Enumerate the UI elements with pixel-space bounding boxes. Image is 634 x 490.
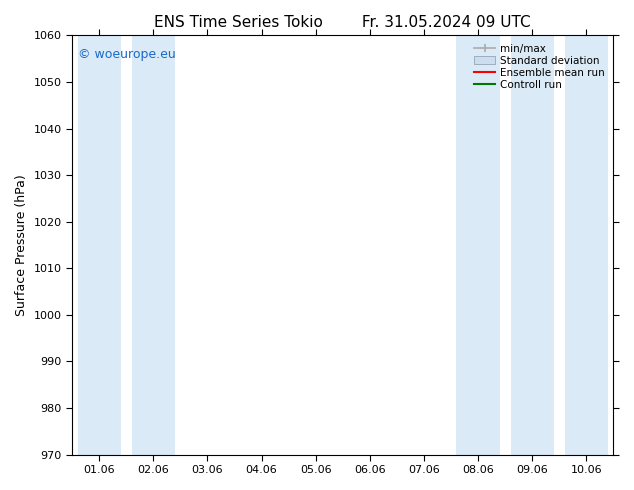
- Bar: [565, 35, 608, 455]
- Bar: [510, 35, 554, 455]
- Bar: [456, 35, 500, 455]
- Bar: [132, 35, 175, 455]
- Y-axis label: Surface Pressure (hPa): Surface Pressure (hPa): [15, 174, 28, 316]
- Bar: [77, 35, 121, 455]
- Legend: min/max, Standard deviation, Ensemble mean run, Controll run: min/max, Standard deviation, Ensemble me…: [471, 41, 608, 93]
- Title: ENS Time Series Tokio        Fr. 31.05.2024 09 UTC: ENS Time Series Tokio Fr. 31.05.2024 09 …: [155, 15, 531, 30]
- Text: © woeurope.eu: © woeurope.eu: [77, 48, 175, 61]
